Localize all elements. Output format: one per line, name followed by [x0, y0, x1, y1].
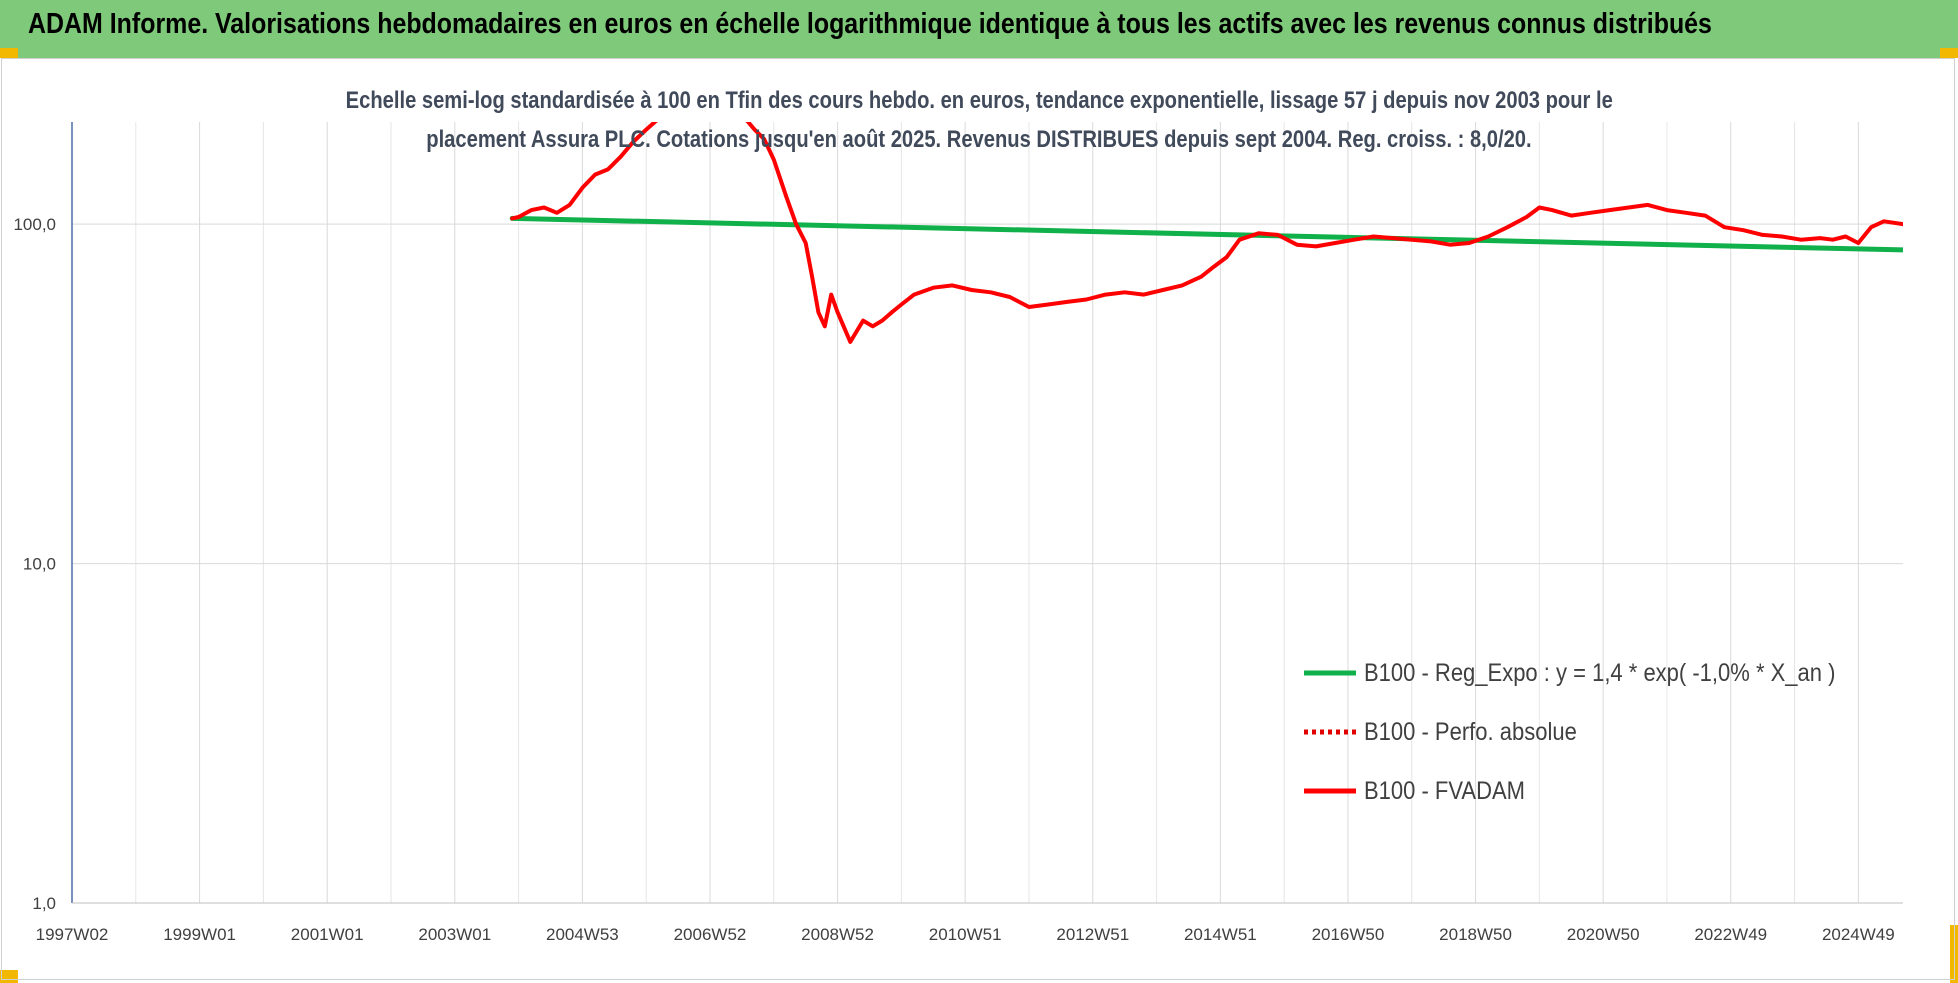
report-banner: ADAM Informe. Valorisations hebdomadaire… — [0, 0, 1958, 58]
grid-lines — [71, 122, 1903, 904]
report-title: ADAM Informe. Valorisations hebdomadaire… — [28, 8, 1712, 40]
legend-label-fvadam: B100 - FVADAM — [1364, 777, 1525, 805]
y-tick-label: 1,0 — [32, 894, 56, 913]
x-tick-label: 2024W49 — [1822, 925, 1895, 944]
y-tick-label: 10,0 — [23, 555, 56, 574]
corner-marker-top-left — [0, 48, 18, 58]
x-tick-label: 2006W52 — [674, 925, 747, 944]
legend-label-perfo-absolue: B100 - Perfo. absolue — [1364, 718, 1577, 746]
x-tick-label: 2010W51 — [929, 925, 1002, 944]
corner-marker-top-right — [1940, 48, 1958, 58]
series-line-2 — [510, 122, 1903, 344]
x-tick-label: 2003W01 — [418, 925, 491, 944]
y-tick-label: 100,0 — [13, 215, 56, 234]
legend-label-reg-expo: B100 - Reg_Expo : y = 1,4 * exp( -1,0% *… — [1364, 659, 1836, 687]
x-tick-label: 1997W02 — [36, 925, 109, 944]
x-tick-label: 2012W51 — [1056, 925, 1129, 944]
series-line-0 — [509, 215, 1903, 253]
legend-swatches — [1304, 670, 1356, 794]
x-tick-label: 2020W50 — [1567, 925, 1640, 944]
chart-title-line-2: placement Assura PLC. Cotations jusqu'en… — [426, 126, 1532, 153]
series-lines — [509, 122, 1903, 344]
chart-title-line-1: Echelle semi-log standardisée à 100 en T… — [345, 87, 1613, 114]
x-tick-label: 2018W50 — [1439, 925, 1512, 944]
x-tick-label: 2008W52 — [801, 925, 874, 944]
x-tick-labels: 1997W02 1999W01 2001W01 2003W01 2004W53 2006W… — [36, 925, 1895, 944]
x-tick-label: 1999W01 — [163, 925, 236, 944]
x-tick-label: 2022W49 — [1694, 925, 1767, 944]
chart-frame — [1, 58, 1955, 980]
x-tick-label: 2004W53 — [546, 925, 619, 944]
x-tick-label: 2014W51 — [1184, 925, 1257, 944]
y-tick-labels: 1,0 10,0 100,0 — [13, 215, 56, 913]
x-tick-label: 2001W01 — [291, 925, 364, 944]
x-tick-label: 2016W50 — [1312, 925, 1385, 944]
